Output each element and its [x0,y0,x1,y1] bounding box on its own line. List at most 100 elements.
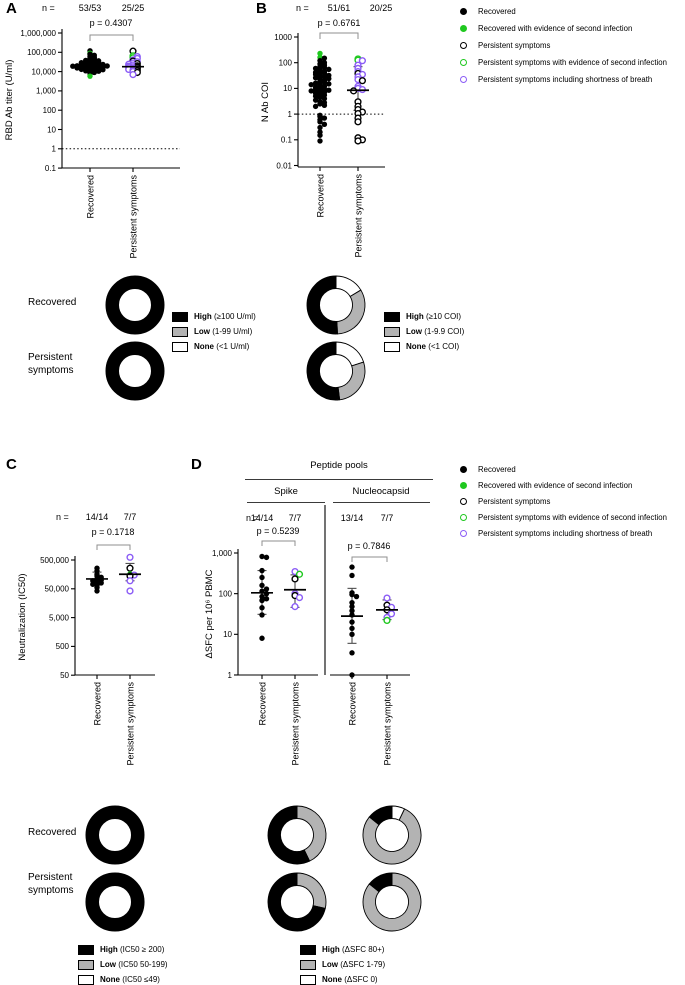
data-point [321,74,328,80]
y-axis-label: N Ab COI [260,82,271,122]
y-tick-label: 0.1 [281,136,293,145]
comparison-bracket [319,32,359,39]
data-point [317,132,323,138]
panel-D-n-prefix: n = [246,513,259,523]
legend-high: High (ΔSFC 80+) [300,942,385,957]
donut-spike-recovered [267,805,327,865]
data-point [317,138,323,144]
comparison-bracket [96,544,131,550]
legend-bold: High [194,312,212,321]
data-point [126,577,134,585]
persistent-shortness-of-breath-marker-icon [460,529,467,537]
data-point [259,582,265,589]
data-point [312,65,319,72]
y-tick-label: 1 [228,671,233,680]
panel-D-nucleocapsid-plot: Recovered Persistent symptoms [330,556,410,766]
donut-legend-nab: High (≥10 COI) Low (1-9.9 COI) None (<1 … [384,309,464,354]
recovered-second-infection-marker-icon [460,25,467,32]
panel-C-n-prefix: n = [56,512,69,522]
data-point [349,572,355,579]
data-point [349,619,355,625]
nucleocapsid-n-persistent: 7/7 [380,513,394,523]
legend-bold: None [100,975,120,984]
panel-B-n-persistent: 20/25 [369,3,393,13]
y-tick-label: 50,000 [45,585,70,594]
data-point [259,635,265,641]
legend-text: High (≥100 U/ml) [194,312,256,321]
x-category-label: Persistent symptoms [354,174,364,258]
legend-none: None (<1 COI) [384,339,464,354]
data-point [321,64,328,71]
data-point [317,101,323,107]
data-point [83,68,89,74]
data-point [317,94,323,101]
x-category-label: Recovered [86,175,96,219]
x-category-label: Recovered [348,682,358,726]
y-tick-label: 10 [223,630,232,639]
panel-A-n-persistent: 25/25 [121,3,145,13]
data-point [263,554,270,561]
legend-low: Low (1-99 U/ml) [172,324,256,339]
legend-label: Persistent symptoms with evidence of sec… [478,58,667,67]
y-tick-label: 100 [219,589,233,598]
legend-item-persistent-shortness-of-breath: Persistent symptoms including shortness … [460,71,667,88]
none-swatch-icon [300,974,316,985]
legend-text: None (IC50 ≤49) [100,975,160,984]
nucleocapsid-p-value: p = 0.7846 [347,541,391,551]
data-point [312,80,319,86]
data-point [259,593,265,600]
persistent-shortness-of-breath-marker-icon [460,76,467,83]
y-axis-label: RBD Ab titer (U/ml) [4,60,15,141]
data-point [349,608,355,614]
low-swatch-icon [172,326,188,337]
data-point [91,69,98,76]
panel-letter-C: C [6,456,17,473]
legend-bold: High [100,945,118,954]
panel-A-plot: 1,000,000 100,000 10,000 1,000 100 10 1 0.1 RBD … [4,29,180,259]
data-point [263,590,270,597]
high-swatch-icon [384,311,400,322]
data-point [94,579,100,585]
panel-C-p-value: p = 0.1718 [91,527,135,537]
legend-none: None (ΔSFC 0) [300,972,385,985]
x-category-label: Persistent symptoms [291,682,301,766]
legend-rest: (<1 COI) [426,342,460,351]
low-swatch-icon [384,326,400,337]
legend-item-recovered: Recovered [460,3,667,20]
y-tick-label: 1,000 [212,549,233,558]
donut-nucleocapsid-persistent [362,872,422,932]
legend-text: High (ΔSFC 80+) [322,945,384,954]
y-tick-label: 1 [288,110,293,119]
data-point [259,553,265,560]
data-point [70,63,76,69]
data-point [317,63,323,70]
donut-row-label-persistent-top: Persistent symptoms [28,352,74,376]
legend-item-persistent-second-infection: Persistent symptoms with evidence of sec… [460,54,667,71]
data-point [308,81,314,88]
high-swatch-icon [172,311,188,322]
legend-high: High (≥10 COI) [384,309,464,324]
legend-rest: (ΔSFC 0) [342,975,378,984]
legend-item-persistent-shortness-of-breath: Persistent symptoms including shortness … [460,525,667,541]
donut-nab-recovered [306,275,366,335]
legend-item-recovered: Recovered [460,461,667,477]
data-point [259,612,265,618]
x-category-label: Persistent symptoms [383,682,393,766]
data-point [291,575,299,583]
data-point [317,124,323,131]
legend-bold: None [194,342,214,351]
legend-bold: Low [322,960,338,969]
data-point [94,588,100,594]
data-point [349,564,355,570]
y-tick-label: 1 [52,145,57,154]
recovered-marker-icon [460,465,467,473]
data-point [326,66,332,73]
legend-text: None (<1 COI) [406,342,459,351]
y-tick-label: 1000 [274,33,292,42]
low-swatch-icon [300,959,316,970]
legend-label: Persistent symptoms [478,41,551,50]
scatter-legend-bottom: Recovered Recovered with evidence of sec… [460,461,667,541]
donut-legend-rbd: High (≥100 U/ml) Low (1-99 U/ml) None (<… [172,309,256,354]
legend-low: Low (1-9.9 COI) [384,324,464,339]
legend-low: Low (IC50 50-199) [78,957,168,972]
